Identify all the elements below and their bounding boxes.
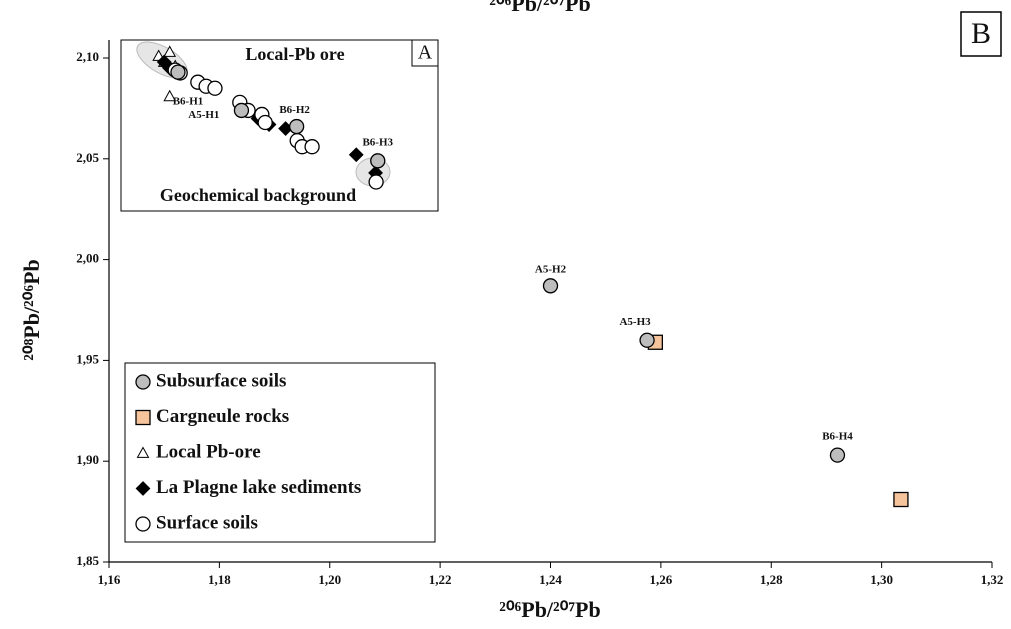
point-label: A5-H1 (188, 109, 219, 121)
marker-triangle (163, 45, 177, 57)
point-label: A5-H2 (535, 263, 567, 275)
marker-circle (368, 174, 384, 190)
y-axis-label: ²⁰⁸Pb/²⁰⁶Pb (19, 259, 44, 360)
x-tick-label: 1,32 (981, 572, 1004, 587)
marker-circle (135, 516, 151, 532)
inset-bottom-text: Geochemical background (160, 185, 356, 205)
y-tick-label: 2,00 (76, 251, 99, 266)
x-tick-label: 1,28 (760, 572, 783, 587)
legend-label: Local Pb-ore (156, 441, 261, 462)
inset-label-box (411, 39, 439, 67)
legend-label: Subsurface soils (156, 370, 286, 391)
inset-top-text: Local-Pb ore (245, 44, 344, 64)
x-tick-label: 1,22 (429, 572, 452, 587)
marker-circle (542, 278, 559, 294)
legend-box (124, 362, 436, 543)
x-tick-label: 1,16 (98, 572, 121, 587)
marker-square (893, 491, 909, 508)
marker-triangle (163, 89, 177, 102)
inset-label: A (418, 42, 433, 64)
marker-circle (639, 332, 655, 348)
x-tick-label: 1,30 (870, 572, 893, 587)
marker-circle (170, 64, 186, 80)
marker-circle (233, 102, 250, 119)
marker-triangle (136, 446, 150, 458)
marker-diamond (135, 481, 151, 496)
x-tick-label: 1,20 (318, 572, 341, 587)
x-tick-label: 1,24 (539, 572, 562, 587)
point-label: B6-H4 (822, 431, 853, 443)
panel-label: B (971, 17, 991, 50)
x-tick-label: 1,26 (650, 572, 673, 587)
point-label: B6-H3 (362, 136, 393, 148)
marker-square (135, 409, 151, 426)
marker-circle (135, 374, 151, 390)
legend-label: Surface soils (156, 512, 258, 533)
marker-circle (829, 447, 846, 463)
marker-circle (207, 80, 223, 96)
panel-label-box (960, 11, 1002, 57)
point-label: B6-H2 (279, 104, 310, 116)
legend-label: La Plagne lake sediments (156, 477, 361, 498)
x-axis-label: ²⁰⁶Pb/²⁰⁷Pb (499, 597, 600, 622)
point-label: B6-H1 (173, 96, 204, 108)
point-label: A5-H3 (619, 316, 651, 328)
x-tick-label: 1,18 (208, 572, 231, 587)
chart-title: ²⁰⁶Pb/²⁰⁷Pb (489, 0, 590, 16)
y-tick-label: 1,90 (76, 452, 99, 467)
marker-circle (288, 118, 305, 135)
marker-circle (304, 139, 320, 155)
y-tick-label: 1,95 (76, 351, 99, 366)
y-tick-label: 2,10 (76, 49, 99, 64)
y-tick-label: 2,05 (76, 150, 99, 165)
marker-diamond (348, 147, 364, 163)
y-tick-label: 1,85 (76, 553, 99, 568)
legend-label: Cargneule rocks (156, 406, 289, 427)
marker-circle (370, 153, 386, 169)
marker-circle (257, 114, 273, 131)
